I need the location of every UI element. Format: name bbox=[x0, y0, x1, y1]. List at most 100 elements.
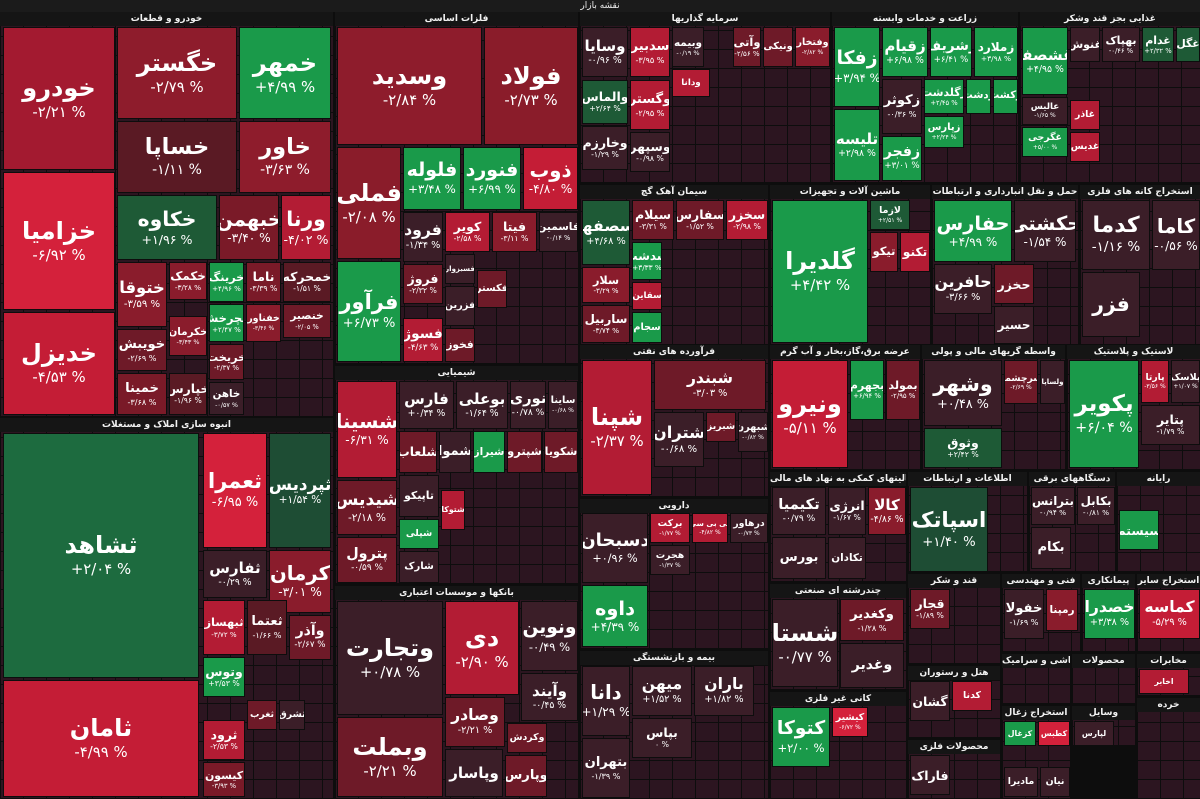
stock-tile: لپارس bbox=[1074, 721, 1114, 746]
stock-name: وکغدیر bbox=[850, 606, 894, 622]
stock-name: اخابر bbox=[1154, 676, 1174, 686]
stock-name: شبریز bbox=[706, 421, 736, 433]
stock-tile: فاراک bbox=[910, 755, 950, 795]
stock-name: فزر bbox=[1092, 292, 1130, 317]
stock-name: وغدیر bbox=[851, 657, 893, 674]
stock-name: کدنا bbox=[963, 690, 981, 702]
sector-title: سیمان آهک گچ bbox=[580, 185, 768, 199]
stock-change: -۵/۱۱ % bbox=[783, 418, 837, 437]
stock-tile: وسایا -۰/۹۶ % bbox=[582, 27, 628, 77]
stock-name: ونوین bbox=[522, 617, 577, 639]
stock-tile: شلعاب bbox=[399, 431, 437, 473]
stock-name: وآیند bbox=[532, 681, 567, 700]
stock-change: -۰/۷۸ % bbox=[511, 407, 545, 418]
stock-tile: زپارس +۲/۲۴ % bbox=[924, 116, 964, 148]
stock-name: خویبش bbox=[118, 336, 166, 352]
stock-name: خچرخش bbox=[210, 310, 243, 325]
stock-change: +۶/۹۸ % bbox=[886, 54, 924, 66]
sector-title: استخراج زغال bbox=[1002, 706, 1070, 720]
stock-name: شیراز bbox=[473, 445, 505, 458]
stock-tile: خرینگ +۴/۹۶ % bbox=[209, 262, 244, 302]
stock-tile: فیتا -۳/۱۱ % bbox=[492, 212, 537, 252]
map-title: نقشه بازار bbox=[0, 0, 1200, 12]
stock-name: وصادر bbox=[451, 706, 499, 725]
stock-name: ثعمرا bbox=[208, 469, 262, 494]
stock-name: شبندر bbox=[686, 369, 734, 388]
stock-change: -۳/۷۴ % bbox=[592, 326, 620, 336]
stock-name: پتایر bbox=[1157, 412, 1184, 428]
stock-name: لپارس bbox=[1081, 728, 1107, 738]
stock-change: -۲/۵۳ % bbox=[210, 742, 238, 752]
stock-tile: ساربیل -۳/۷۴ % bbox=[582, 305, 630, 343]
stock-name: ذوب bbox=[529, 158, 572, 182]
stock-change: -۳/۴۰ % bbox=[227, 231, 271, 246]
stock-change: -۳/۶۸ % bbox=[127, 396, 157, 407]
stock-change: -۰/۵۶ % bbox=[1154, 238, 1198, 253]
sector-title: مخابرات bbox=[1137, 654, 1200, 668]
stock-tile: شارک bbox=[399, 551, 439, 583]
stock-tile: رمپنا bbox=[1046, 589, 1078, 631]
stock-tile: خمحرکه -۱/۵۱ % bbox=[283, 262, 331, 302]
stock-name: وفتخار bbox=[796, 37, 829, 49]
stock-tile: شیراز bbox=[473, 431, 505, 473]
sector: قند و شکر bbox=[908, 574, 1000, 664]
stock-tile: نیان bbox=[1040, 767, 1070, 797]
stock-name: شستا bbox=[772, 618, 838, 647]
stock-name: وخارزم bbox=[582, 135, 628, 151]
stock-change: -۲/۸۴ % bbox=[382, 90, 437, 109]
stock-tile: خمینا -۳/۶۸ % bbox=[117, 373, 167, 415]
stock-change: -۱/۶۵ % bbox=[1034, 112, 1056, 120]
stock-name: وسپهر bbox=[630, 139, 670, 155]
stock-tile: غگرجی +۵/۰۰ % bbox=[1022, 127, 1068, 157]
stock-change: -۴/۸۲ % bbox=[699, 528, 721, 536]
stock-name: کی بی سی bbox=[693, 518, 727, 528]
stock-name: سجام bbox=[633, 321, 661, 333]
stock-name: حفارس bbox=[936, 211, 1010, 235]
stock-name: کیشیر bbox=[835, 712, 865, 724]
stock-change: +۴/۴۲ % bbox=[789, 276, 851, 295]
stock-name: غدام bbox=[1145, 33, 1171, 47]
stock-name: قجار bbox=[915, 596, 945, 612]
stock-change: +۳/۳۳ % bbox=[632, 263, 662, 273]
stock-name: غنوش bbox=[1070, 37, 1099, 51]
stock-change: -۳/۳۱ % bbox=[639, 222, 667, 232]
stock-tile: خاهن -۰/۵۷ % bbox=[209, 382, 244, 415]
stock-name: دسبحان bbox=[582, 529, 648, 551]
stock-name: ثرود bbox=[210, 727, 238, 743]
stock-name: سصفها bbox=[582, 215, 629, 235]
stock-name: لازما bbox=[879, 205, 901, 217]
stock-name: دانا bbox=[590, 681, 622, 705]
stock-tile: زملارد +۳/۹۸ % bbox=[974, 27, 1018, 77]
stock-name: گلدیرا bbox=[785, 247, 855, 276]
sector-title: وسایل bbox=[1072, 706, 1135, 720]
stock-change: -۰/۲۹ % bbox=[218, 576, 252, 588]
stock-change: -۲/۸۲ % bbox=[801, 48, 824, 56]
stock-name: سلار bbox=[592, 273, 620, 287]
stock-change: -۱/۲۸ % bbox=[857, 622, 887, 633]
stock-name: تاپیکو bbox=[404, 489, 434, 503]
stock-tile: ثعتما -۱/۶۶ % bbox=[247, 600, 287, 655]
stock-name: خاهن bbox=[212, 388, 241, 401]
stock-tile: شموا bbox=[439, 431, 471, 473]
stock-tile: عالیس -۱/۶۵ % bbox=[1022, 97, 1068, 125]
stock-change: -۰/۷۷ % bbox=[778, 647, 832, 666]
stock-tile: سخزر -۲/۹۸ % bbox=[726, 200, 768, 240]
sector: کاشی و سرامیک bbox=[1002, 654, 1070, 704]
stock-change: -۲/۶۷ % bbox=[294, 640, 326, 651]
stock-change: +۳/۰۱ % bbox=[884, 161, 920, 172]
stock-change: +۱/۵۴ % bbox=[278, 493, 322, 506]
stock-tile: فروژ -۲/۳۲ % bbox=[403, 264, 443, 304]
stock-change: +۴/۶۸ % bbox=[586, 235, 626, 247]
stock-tile: تاپیکو bbox=[399, 475, 439, 517]
stock-tile: شتوکا bbox=[441, 490, 465, 530]
stock-tile: ثرود -۲/۵۳ % bbox=[203, 720, 245, 760]
stock-name: ثامان bbox=[69, 714, 133, 743]
stock-name: شسینا bbox=[337, 409, 397, 433]
stock-name: ثپردیس bbox=[269, 473, 331, 494]
stock-name: زفکا bbox=[836, 48, 878, 70]
stock-tile: خاور -۳/۶۳ % bbox=[239, 121, 331, 193]
stock-name: فولاد bbox=[500, 61, 562, 90]
stock-tile: دانا +۱/۲۹ % bbox=[582, 666, 630, 736]
stock-tile: سیلام -۳/۳۱ % bbox=[632, 200, 674, 240]
stock-tile: وکردش bbox=[507, 723, 547, 753]
